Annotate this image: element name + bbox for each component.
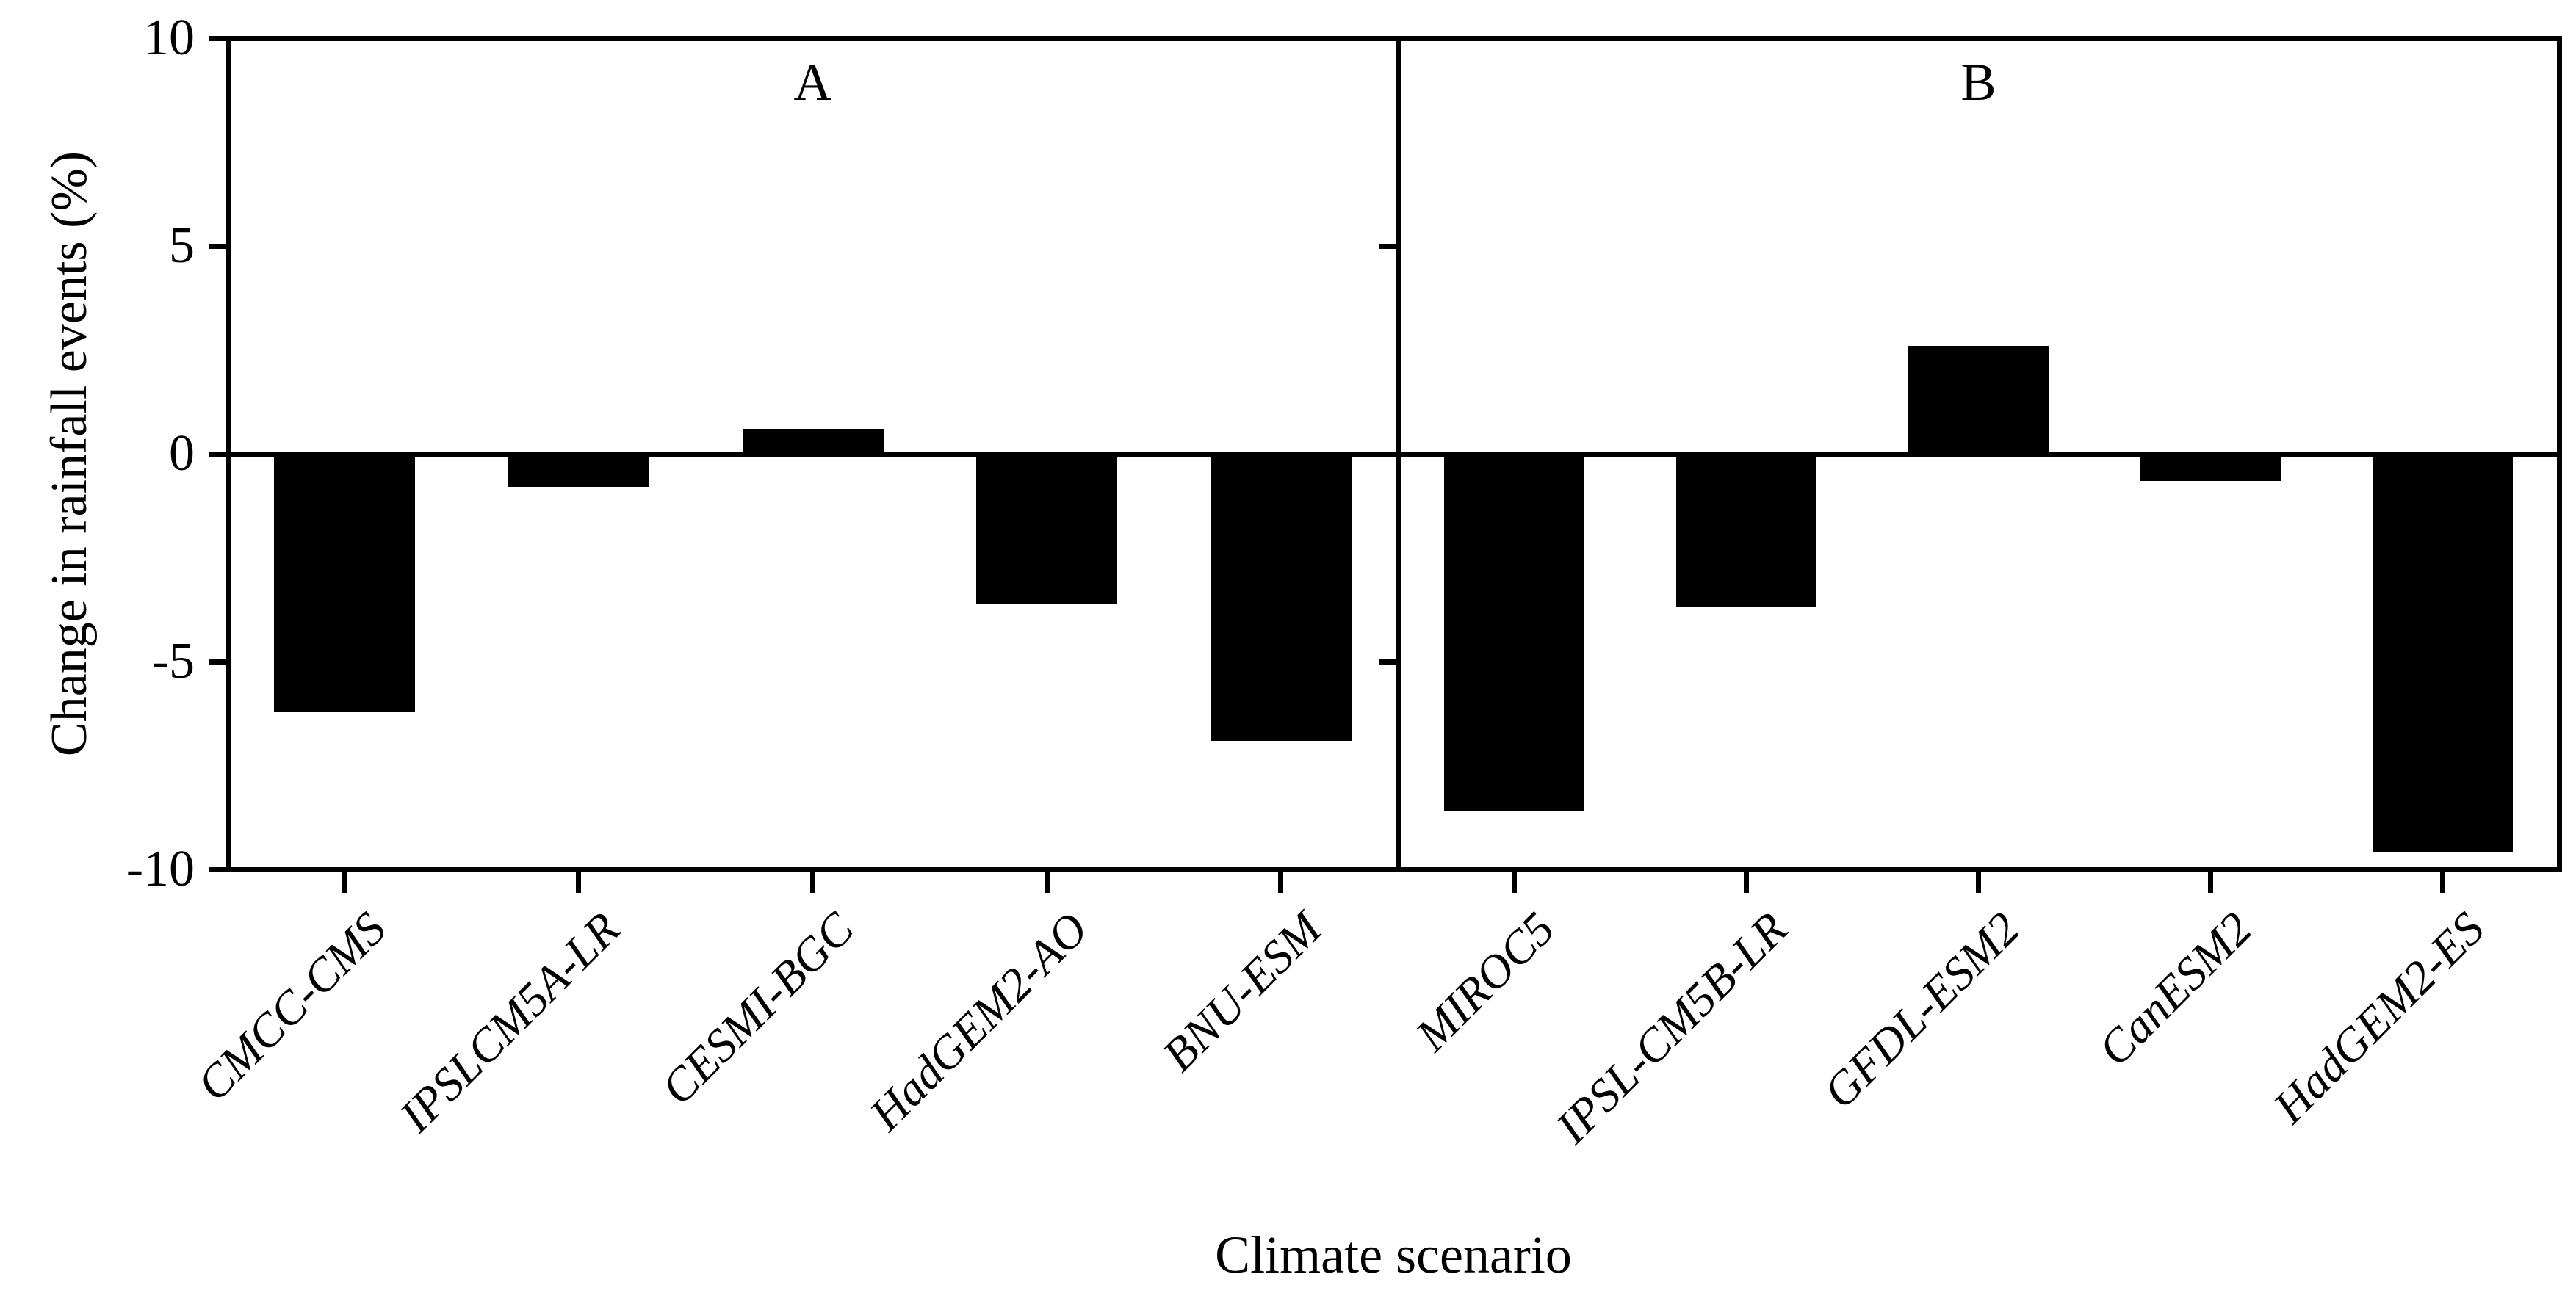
y-tick	[209, 451, 226, 457]
panel-label-b: B	[1960, 53, 1996, 112]
bar-canesm2	[2140, 454, 2281, 481]
zero-line	[225, 451, 2562, 457]
y-tick	[209, 35, 226, 41]
bar-cmcc-cms	[274, 454, 416, 712]
y-tick-label: -5	[151, 633, 195, 689]
bar-gfdl-esm2	[1908, 345, 2049, 454]
plot-border-top	[225, 35, 2562, 41]
y-tick-label: 5	[169, 217, 195, 274]
divider-y-tick	[1379, 659, 1396, 665]
y-tick	[209, 243, 226, 249]
bar-ipslcm5a-lr	[508, 454, 649, 488]
y-tick-label: 10	[143, 10, 195, 66]
x-tick-label: BNU-ESM	[1152, 902, 1332, 1081]
x-tick	[1044, 872, 1050, 893]
x-axis-line	[225, 866, 2562, 872]
x-tick-label: MIROC5	[1405, 902, 1565, 1061]
x-tick	[342, 872, 347, 893]
bar-bnu-esm	[1210, 454, 1352, 741]
bar-ipsl-cm5b-lr	[1675, 454, 1816, 608]
x-tick	[2208, 872, 2214, 893]
x-tick-label: HadGEM2-ES	[2262, 902, 2494, 1133]
x-tick	[1743, 872, 1749, 893]
panel-label-a: A	[793, 53, 832, 112]
x-tick-label: HadGEM2-AO	[859, 902, 1098, 1140]
bar-hadgem2-es	[2373, 454, 2514, 853]
y-tick	[209, 659, 226, 665]
x-tick	[2440, 872, 2446, 893]
x-tick	[810, 872, 815, 893]
divider-y-tick	[1379, 243, 1396, 249]
x-axis-title: Climate scenario	[1215, 1226, 1572, 1284]
y-tick-label: -10	[126, 841, 195, 897]
bar-hadgem2-ao	[976, 454, 1118, 604]
x-tick	[1511, 872, 1517, 893]
x-tick	[1976, 872, 1981, 893]
y-tick	[209, 866, 226, 872]
x-tick-label: CanESM2	[2088, 902, 2262, 1076]
bar-cesmi-bgc	[742, 429, 884, 454]
y-tick-label: 0	[169, 425, 195, 482]
bar-miroc5	[1443, 454, 1584, 811]
x-tick-label: IPSL-CM5B-LR	[1545, 902, 1797, 1154]
x-tick-label: GFDL-ESM2	[1813, 902, 2030, 1118]
x-tick	[1278, 872, 1284, 893]
x-tick-label: IPSLCM5A-LR	[389, 902, 629, 1142]
x-tick-label: CMCC-CMS	[187, 902, 396, 1111]
x-tick-label: CESMI-BGC	[651, 902, 864, 1115]
x-tick	[576, 872, 582, 893]
